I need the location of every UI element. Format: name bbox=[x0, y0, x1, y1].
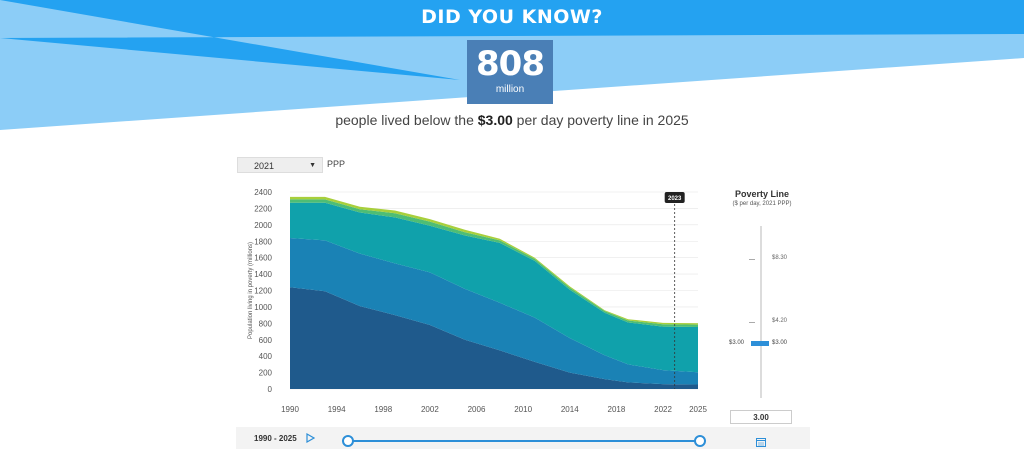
x-tick-label: 2002 bbox=[421, 405, 439, 414]
stat-caption: people lived below the $3.00 per day pov… bbox=[0, 112, 1024, 128]
y-tick-label: 2200 bbox=[254, 204, 272, 213]
area-series bbox=[290, 287, 698, 389]
poverty-line-input[interactable]: 3.00 bbox=[730, 410, 792, 424]
tick-mark bbox=[749, 259, 755, 260]
range-start-handle[interactable] bbox=[342, 435, 354, 447]
y-axis-title: Population living in poverty (millions) bbox=[248, 242, 254, 339]
y-tick-label: 1000 bbox=[254, 303, 272, 312]
poverty-tick-label: $8.30 bbox=[772, 255, 788, 261]
x-tick-label: 1998 bbox=[374, 405, 392, 414]
poverty-current-label: $3.00 bbox=[729, 340, 745, 346]
y-tick-label: 200 bbox=[259, 369, 273, 378]
year-marker-badge bbox=[664, 192, 685, 203]
poverty-tick-label: $4.20 bbox=[772, 318, 788, 324]
ppp-select-value: 2021 bbox=[254, 161, 275, 171]
chevron-down-icon: ▼ bbox=[309, 162, 316, 169]
x-tick-label: 2018 bbox=[608, 405, 626, 414]
stat-value: 808 bbox=[476, 44, 545, 84]
calendar-icon[interactable] bbox=[756, 437, 766, 447]
area-series bbox=[290, 202, 698, 373]
ppp-label: PPP bbox=[327, 159, 346, 169]
poverty-tick-label: $3.00 bbox=[772, 340, 788, 346]
x-tick-label: 1994 bbox=[328, 405, 346, 414]
caption-after: per day poverty line in 2025 bbox=[512, 112, 689, 128]
year-marker-label: 2023 bbox=[668, 196, 682, 202]
x-tick-label: 2010 bbox=[514, 405, 532, 414]
x-tick-label: 2025 bbox=[689, 405, 707, 414]
year-range-label: 1990 - 2025 bbox=[254, 434, 297, 443]
tick-mark bbox=[749, 322, 755, 323]
area-series bbox=[290, 238, 698, 385]
poverty-line-slider[interactable] bbox=[760, 226, 762, 398]
y-tick-label: 1800 bbox=[254, 237, 272, 246]
x-tick-label: 1990 bbox=[281, 405, 299, 414]
year-range-slider[interactable] bbox=[347, 440, 700, 442]
poverty-line-title: Poverty Line bbox=[734, 189, 790, 199]
poverty-line-handle[interactable] bbox=[751, 341, 769, 346]
poverty-line-subtitle: ($ per day, 2021 PPP) bbox=[732, 201, 792, 207]
headline: DID YOU KNOW? bbox=[421, 6, 603, 28]
timeline-bar bbox=[236, 427, 810, 449]
caption-bold: $3.00 bbox=[477, 112, 513, 128]
range-end-handle[interactable] bbox=[694, 435, 706, 447]
y-tick-label: 600 bbox=[259, 336, 273, 345]
x-tick-label: 2022 bbox=[654, 405, 672, 414]
y-tick-label: 1400 bbox=[254, 270, 272, 279]
y-tick-label: 2400 bbox=[254, 188, 272, 197]
ppp-select[interactable]: 2021 ▼ bbox=[237, 157, 323, 173]
play-icon[interactable] bbox=[305, 433, 315, 443]
y-tick-label: 1200 bbox=[254, 287, 272, 296]
caption-before: people lived below the bbox=[335, 112, 478, 128]
stat-unit: million bbox=[495, 84, 525, 95]
stat-box: 808 million bbox=[467, 40, 553, 104]
x-tick-label: 2014 bbox=[561, 405, 579, 414]
y-tick-label: 2000 bbox=[254, 221, 272, 230]
x-tick-label: 2006 bbox=[468, 405, 486, 414]
y-tick-label: 1600 bbox=[254, 254, 272, 263]
y-tick-label: 800 bbox=[259, 319, 273, 328]
y-tick-label: 400 bbox=[259, 352, 273, 361]
y-tick-label: 0 bbox=[268, 385, 273, 394]
